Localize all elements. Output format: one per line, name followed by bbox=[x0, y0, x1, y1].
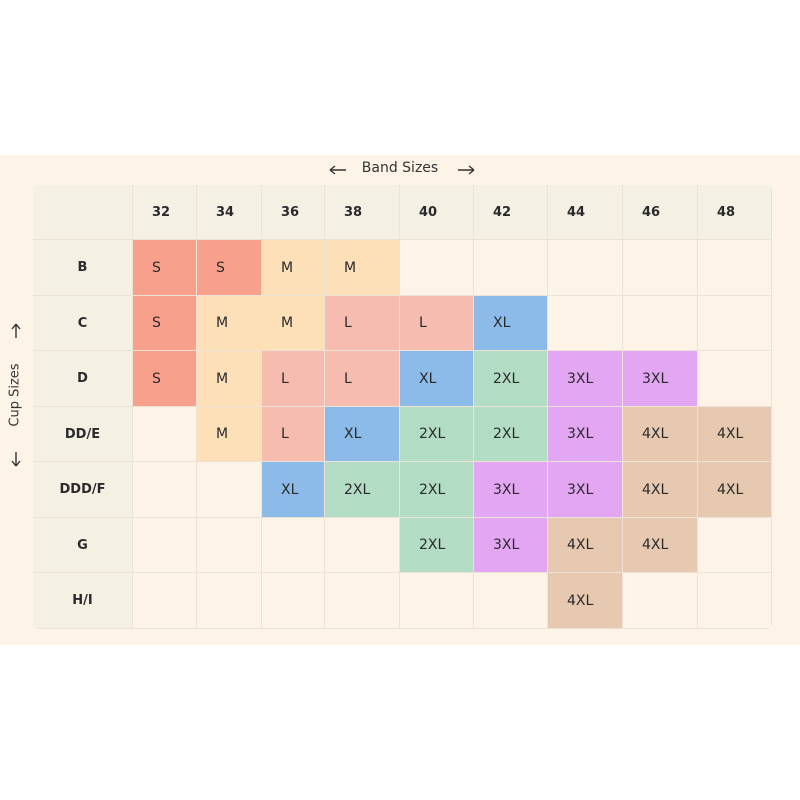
empty-cell bbox=[325, 518, 400, 573]
empty-cell bbox=[698, 518, 772, 573]
left-arrow bbox=[329, 165, 346, 175]
empty-cell bbox=[698, 351, 772, 407]
size-cell: 4XL bbox=[548, 518, 623, 573]
down-arrow bbox=[11, 452, 21, 467]
size-cell: 3XL bbox=[474, 462, 548, 518]
empty-cell bbox=[623, 296, 698, 351]
right-arrow bbox=[458, 165, 475, 175]
empty-cell bbox=[474, 240, 548, 296]
column-header: 44 bbox=[548, 185, 623, 240]
empty-cell bbox=[133, 518, 197, 573]
corner-cell bbox=[33, 185, 133, 240]
size-cell: L bbox=[262, 407, 325, 462]
column-header: 40 bbox=[400, 185, 474, 240]
size-cell: M bbox=[262, 296, 325, 351]
row-header: H/I bbox=[33, 573, 133, 629]
empty-cell bbox=[698, 296, 772, 351]
empty-cell bbox=[325, 573, 400, 629]
size-cell: L bbox=[325, 351, 400, 407]
column-header: 42 bbox=[474, 185, 548, 240]
size-cell: M bbox=[325, 240, 400, 296]
size-table: 32 34 36 38 40 42 44 46 48 B S S M M C S M M L L XL D S M L L XL 2X… bbox=[33, 185, 772, 629]
empty-cell bbox=[262, 518, 325, 573]
empty-cell bbox=[133, 407, 197, 462]
size-cell: XL bbox=[325, 407, 400, 462]
size-cell: 4XL bbox=[548, 573, 623, 629]
size-cell: 2XL bbox=[325, 462, 400, 518]
size-cell: 4XL bbox=[623, 518, 698, 573]
size-cell: S bbox=[133, 351, 197, 407]
empty-cell bbox=[474, 573, 548, 629]
size-cell: 4XL bbox=[623, 407, 698, 462]
size-cell: XL bbox=[474, 296, 548, 351]
size-cell: 4XL bbox=[698, 462, 772, 518]
row-header: DDD/F bbox=[33, 462, 133, 518]
empty-cell bbox=[197, 462, 262, 518]
size-cell: 2XL bbox=[400, 462, 474, 518]
size-cell: L bbox=[400, 296, 474, 351]
size-cell: 3XL bbox=[548, 351, 623, 407]
empty-cell bbox=[400, 240, 474, 296]
size-cell: L bbox=[325, 296, 400, 351]
column-header: 38 bbox=[325, 185, 400, 240]
size-cell: 3XL bbox=[623, 351, 698, 407]
size-cell: 3XL bbox=[474, 518, 548, 573]
column-header: 32 bbox=[133, 185, 197, 240]
row-header: DD/E bbox=[33, 407, 133, 462]
size-cell: M bbox=[197, 296, 262, 351]
size-cell: 4XL bbox=[623, 462, 698, 518]
size-cell: L bbox=[262, 351, 325, 407]
empty-cell bbox=[698, 573, 772, 629]
empty-cell bbox=[133, 462, 197, 518]
size-cell: XL bbox=[262, 462, 325, 518]
size-cell: 3XL bbox=[548, 462, 623, 518]
up-arrow bbox=[11, 323, 21, 338]
empty-cell bbox=[623, 240, 698, 296]
size-cell: S bbox=[197, 240, 262, 296]
row-header: D bbox=[33, 351, 133, 407]
column-title: Band Sizes bbox=[361, 160, 439, 176]
empty-cell bbox=[548, 296, 623, 351]
column-header: 34 bbox=[197, 185, 262, 240]
row-header: B bbox=[33, 240, 133, 296]
column-header: 46 bbox=[623, 185, 698, 240]
row-header: G bbox=[33, 518, 133, 573]
empty-cell bbox=[197, 573, 262, 629]
column-header: 36 bbox=[262, 185, 325, 240]
size-cell: 4XL bbox=[698, 407, 772, 462]
size-cell: M bbox=[197, 351, 262, 407]
row-header: C bbox=[33, 296, 133, 351]
column-header: 48 bbox=[698, 185, 772, 240]
size-cell: 2XL bbox=[400, 407, 474, 462]
size-cell: M bbox=[262, 240, 325, 296]
size-cell: XL bbox=[400, 351, 474, 407]
empty-cell bbox=[400, 573, 474, 629]
size-cell: S bbox=[133, 296, 197, 351]
size-cell: 2XL bbox=[474, 407, 548, 462]
empty-cell bbox=[197, 518, 262, 573]
size-cell: 2XL bbox=[474, 351, 548, 407]
empty-cell bbox=[623, 573, 698, 629]
size-cell: S bbox=[133, 240, 197, 296]
size-cell: 3XL bbox=[548, 407, 623, 462]
size-cell: M bbox=[197, 407, 262, 462]
size-cell: 2XL bbox=[400, 518, 474, 573]
empty-cell bbox=[698, 240, 772, 296]
empty-cell bbox=[262, 573, 325, 629]
empty-cell bbox=[548, 240, 623, 296]
empty-cell bbox=[133, 573, 197, 629]
